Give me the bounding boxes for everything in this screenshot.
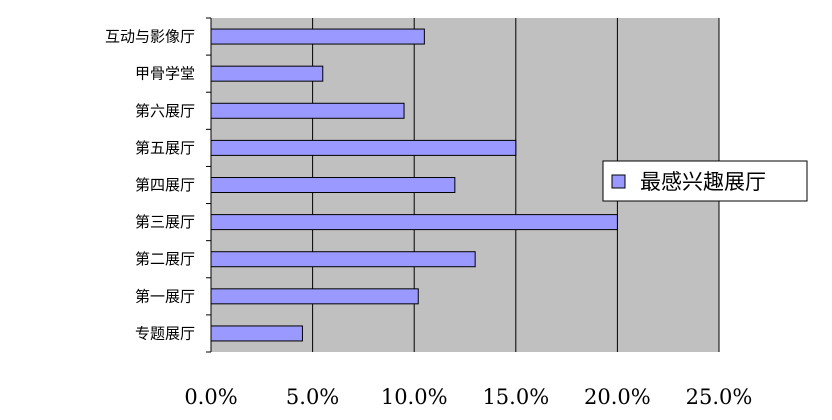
x-tick-label: 10.0% (381, 385, 448, 409)
legend-label: 最感兴趣展厅 (640, 170, 766, 194)
category-label: 互动与影像厅 (105, 28, 195, 46)
bar (210, 214, 618, 231)
category-label: 第六展厅 (135, 102, 195, 120)
legend-box (602, 160, 808, 202)
x-tick-label: 15.0% (482, 385, 549, 409)
x-tick-label: 25.0% (686, 385, 753, 409)
bar (210, 251, 476, 268)
category-label: 第二展厅 (135, 250, 195, 268)
bar (210, 28, 425, 45)
category-label: 第四展厅 (135, 176, 195, 194)
bars (210, 28, 618, 342)
category-label: 专题展厅 (135, 324, 195, 342)
category-label: 第一展厅 (135, 287, 195, 305)
category-label: 甲骨学堂 (135, 65, 195, 83)
x-tick-label: 5.0% (286, 385, 339, 409)
bar (210, 325, 303, 342)
bar (210, 288, 419, 305)
bar (210, 102, 405, 119)
category-label: 第三展厅 (135, 213, 195, 231)
bar (210, 65, 324, 82)
x-tick-label: 20.0% (584, 385, 651, 409)
legend: 最感兴趣展厅 (602, 160, 808, 202)
x-tick-label: 0.0% (184, 385, 237, 409)
bar (210, 139, 517, 156)
legend-swatch (611, 174, 626, 189)
category-label: 第五展厅 (135, 139, 195, 157)
x-tick-labels: 0.0% 5.0% 10.0% 15.0% 20.0% 25.0% (184, 385, 752, 409)
bar (210, 177, 456, 193)
